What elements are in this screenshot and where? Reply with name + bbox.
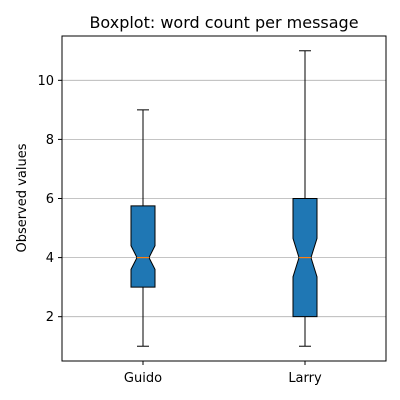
- chart-title: Boxplot: word count per message: [89, 13, 358, 32]
- y-tick-label: 2: [46, 310, 54, 325]
- x-tick-label: Larry: [288, 371, 322, 386]
- box-larry: [292, 50, 318, 347]
- x-axis-ticks: Guido Larry: [124, 361, 322, 386]
- y-tick-label: 6: [46, 192, 54, 207]
- gridlines: [62, 79, 386, 318]
- y-tick-label: 4: [46, 251, 54, 266]
- y-tick-label: 10: [37, 74, 54, 89]
- y-axis-ticks: 2 4 6 8 10: [37, 74, 62, 325]
- y-axis-label: Observed values: [15, 143, 30, 252]
- y-tick-label: 8: [46, 133, 54, 148]
- box-guido: [130, 109, 156, 347]
- boxes-group: [130, 50, 318, 347]
- box-body: [130, 205, 156, 288]
- x-tick-label: Guido: [124, 371, 162, 386]
